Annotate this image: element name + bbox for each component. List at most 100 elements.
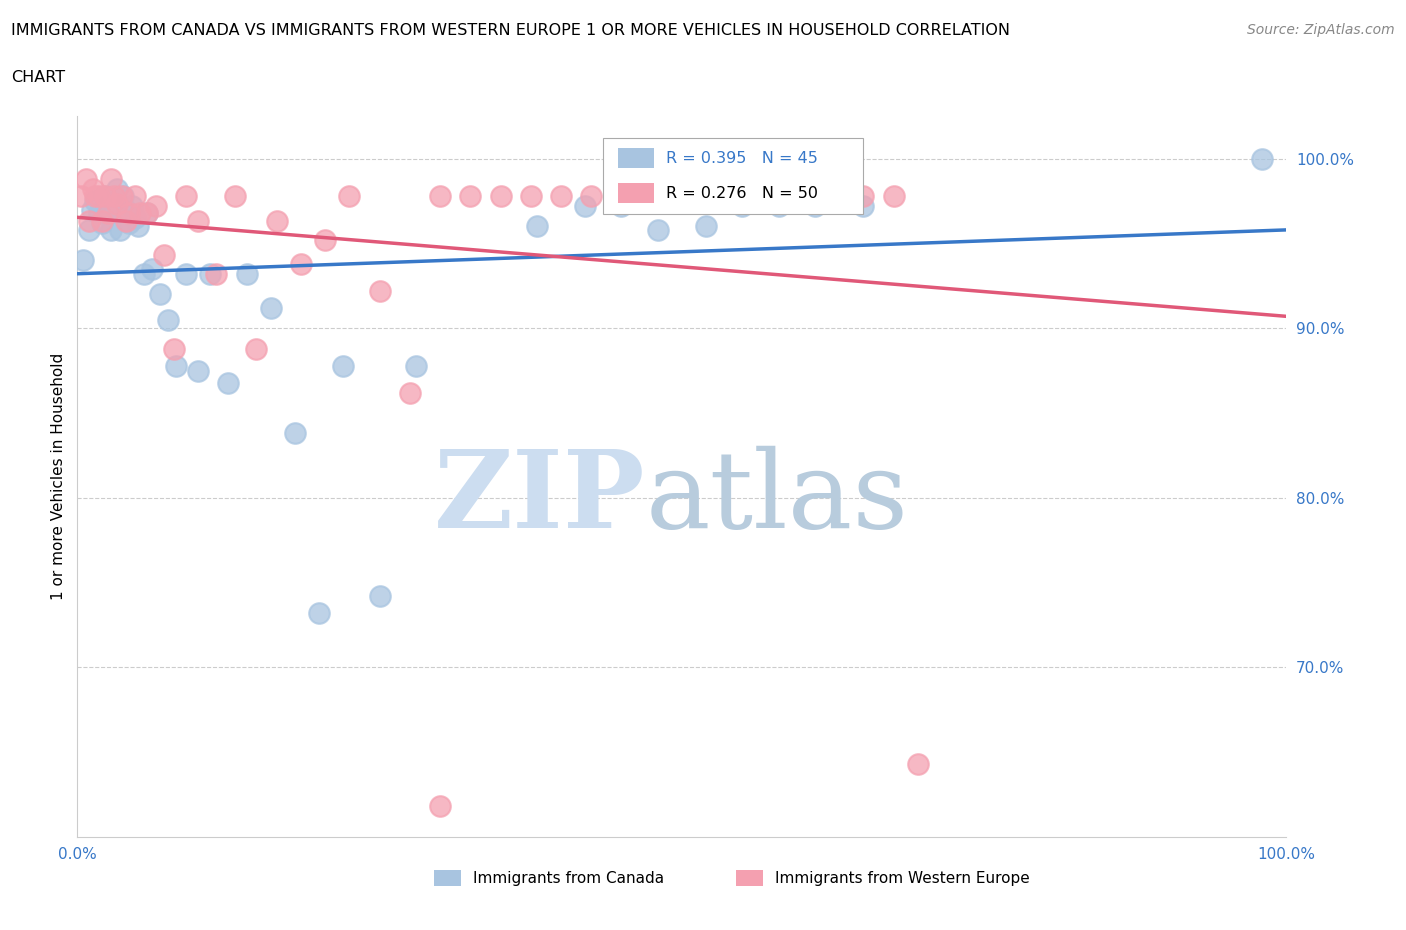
Point bbox=[581, 189, 603, 204]
Point bbox=[111, 189, 134, 204]
Point bbox=[821, 189, 844, 204]
Point bbox=[127, 219, 149, 234]
Point bbox=[641, 189, 664, 204]
Point bbox=[731, 199, 754, 214]
Point bbox=[145, 199, 167, 214]
Point bbox=[290, 257, 312, 272]
Point bbox=[792, 189, 814, 204]
Point bbox=[114, 202, 136, 217]
Bar bbox=[617, 148, 654, 168]
Point bbox=[118, 206, 141, 220]
Point bbox=[153, 248, 176, 263]
Point bbox=[79, 214, 101, 229]
Point bbox=[550, 189, 572, 204]
Point bbox=[852, 199, 875, 214]
Text: Immigrants from Canada: Immigrants from Canada bbox=[472, 870, 664, 885]
Point bbox=[429, 189, 451, 204]
Bar bbox=[737, 870, 763, 886]
Point bbox=[610, 189, 633, 204]
Point bbox=[121, 199, 143, 214]
Point bbox=[339, 189, 360, 204]
Point bbox=[94, 189, 117, 204]
Point bbox=[124, 189, 146, 204]
Point bbox=[368, 589, 391, 604]
Y-axis label: 1 or more Vehicles in Household: 1 or more Vehicles in Household bbox=[51, 353, 66, 600]
Point bbox=[883, 189, 905, 204]
Point bbox=[907, 757, 929, 772]
Point bbox=[129, 206, 152, 220]
Point bbox=[103, 199, 125, 214]
Point bbox=[70, 189, 93, 204]
Point bbox=[852, 189, 875, 204]
Text: CHART: CHART bbox=[11, 70, 65, 85]
Point bbox=[731, 189, 754, 204]
Point bbox=[132, 267, 155, 282]
Point bbox=[332, 358, 354, 373]
Point bbox=[671, 189, 693, 204]
Point bbox=[405, 358, 427, 373]
Bar bbox=[603, 138, 863, 214]
Point bbox=[82, 181, 104, 196]
Point bbox=[1251, 152, 1274, 166]
Point bbox=[90, 216, 112, 231]
Point bbox=[245, 341, 267, 356]
Point bbox=[610, 199, 633, 214]
Point bbox=[314, 232, 336, 247]
Point bbox=[284, 426, 307, 441]
Text: IMMIGRANTS FROM CANADA VS IMMIGRANTS FROM WESTERN EUROPE 1 OR MORE VEHICLES IN H: IMMIGRANTS FROM CANADA VS IMMIGRANTS FRO… bbox=[11, 23, 1011, 38]
Point bbox=[112, 189, 135, 204]
Point bbox=[266, 214, 288, 229]
Point bbox=[105, 197, 128, 212]
Point bbox=[368, 284, 391, 299]
Point bbox=[574, 199, 596, 214]
Point bbox=[489, 189, 512, 204]
Point bbox=[702, 189, 724, 204]
Point bbox=[458, 189, 481, 204]
Point bbox=[157, 312, 180, 327]
Point bbox=[93, 189, 115, 204]
Text: R = 0.276   N = 50: R = 0.276 N = 50 bbox=[666, 186, 818, 201]
Point bbox=[124, 210, 146, 225]
Point bbox=[163, 341, 186, 356]
Point bbox=[768, 199, 790, 214]
Point bbox=[100, 222, 122, 237]
Text: Immigrants from Western Europe: Immigrants from Western Europe bbox=[775, 870, 1029, 885]
Point bbox=[166, 358, 188, 373]
Point bbox=[187, 364, 209, 379]
Point bbox=[80, 202, 103, 217]
Text: ZIP: ZIP bbox=[434, 445, 645, 551]
Point bbox=[695, 219, 717, 234]
Point bbox=[260, 300, 283, 315]
Point bbox=[174, 189, 197, 204]
Text: Source: ZipAtlas.com: Source: ZipAtlas.com bbox=[1247, 23, 1395, 37]
Point bbox=[429, 799, 451, 814]
Point bbox=[105, 181, 128, 196]
Point bbox=[224, 189, 246, 204]
Point bbox=[136, 206, 159, 220]
Point bbox=[136, 206, 159, 220]
Point bbox=[174, 267, 197, 282]
Point bbox=[90, 214, 112, 229]
Point bbox=[647, 222, 669, 237]
Point bbox=[218, 375, 240, 390]
Point bbox=[762, 189, 785, 204]
Point bbox=[804, 199, 827, 214]
Bar bbox=[617, 183, 654, 204]
Point bbox=[75, 171, 97, 186]
Point bbox=[103, 189, 125, 204]
Text: atlas: atlas bbox=[645, 445, 908, 551]
Point bbox=[118, 216, 141, 231]
Point bbox=[100, 171, 122, 186]
Point bbox=[399, 385, 422, 400]
Point bbox=[96, 206, 118, 220]
Point bbox=[187, 214, 209, 229]
Text: R = 0.395   N = 45: R = 0.395 N = 45 bbox=[666, 151, 818, 166]
Point bbox=[114, 214, 136, 229]
Point bbox=[72, 253, 94, 268]
Bar bbox=[434, 870, 461, 886]
Point bbox=[87, 206, 110, 220]
Point bbox=[84, 193, 107, 208]
Point bbox=[87, 189, 110, 204]
Point bbox=[96, 206, 118, 220]
Point bbox=[205, 267, 228, 282]
